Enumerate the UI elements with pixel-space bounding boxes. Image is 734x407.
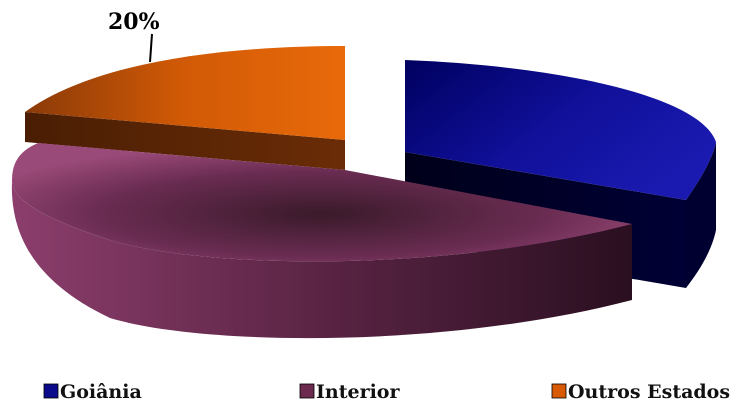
slice-interior-side [11, 180, 633, 339]
legend-item-outros-estados: Outros Estados [551, 381, 730, 403]
slice-outros-estados-top [25, 46, 345, 140]
data-label-interior: 50% [302, 348, 354, 374]
data-label-outros-estados: 20% [108, 9, 160, 35]
legend-label-interior: Interior [316, 381, 400, 403]
legend-swatch-goiania [43, 383, 59, 399]
legend: Goiânia Interior Outros Estados [43, 381, 730, 403]
slice-outros-estados [25, 46, 345, 170]
slice-outros-estados-side [25, 112, 345, 170]
slice-interior [11, 143, 633, 339]
legend-label-goiania: Goiânia [60, 381, 142, 403]
slice-interior-top [12, 143, 632, 262]
legend-item-interior: Interior [299, 381, 400, 403]
legend-item-goiania: Goiânia [43, 381, 142, 403]
legend-swatch-interior [299, 383, 315, 399]
legend-swatch-outros-estados [551, 383, 567, 399]
data-label-goiania: 30% [566, 2, 618, 28]
legend-label-outros-estados: Outros Estados [568, 381, 730, 403]
data-labels: 20% 30% 50% [108, 2, 618, 374]
slice-goiania-side-right [686, 142, 716, 288]
slice-goiania-top [405, 60, 716, 200]
leader-line-outros-estados [149, 33, 153, 63]
